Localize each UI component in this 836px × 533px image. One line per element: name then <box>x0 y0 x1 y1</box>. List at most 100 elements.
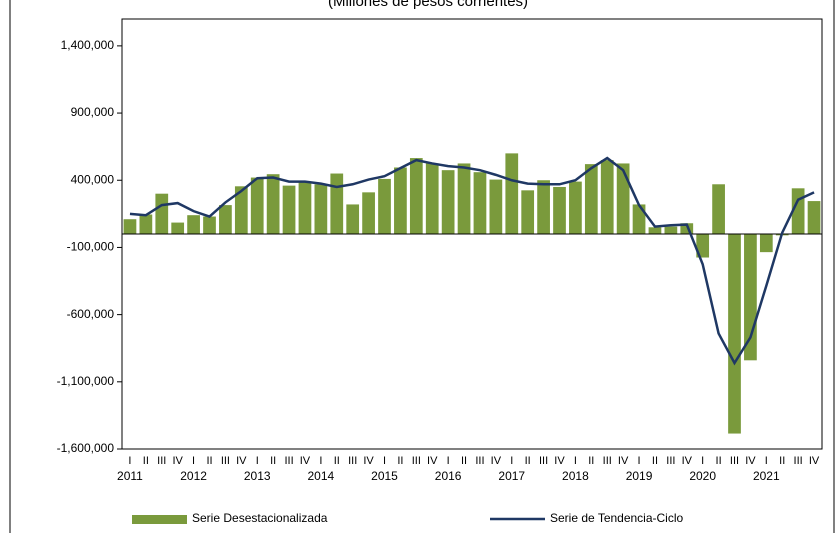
x-tick-label: I <box>256 455 259 467</box>
x-tick-label: I <box>701 455 704 467</box>
x-tick-label: II <box>588 455 594 467</box>
bar <box>219 205 232 234</box>
bar <box>330 173 344 234</box>
x-tick-label: IV <box>300 455 311 467</box>
bar <box>409 158 423 234</box>
bar <box>489 179 503 234</box>
bar <box>457 163 471 234</box>
bar <box>632 204 646 234</box>
x-tick-label: II <box>525 455 531 467</box>
bar <box>362 192 375 234</box>
bar <box>394 167 407 234</box>
x-tick-label: IV <box>363 455 374 467</box>
bar <box>553 186 566 234</box>
x-tick-label: III <box>794 455 803 467</box>
year-label: 2019 <box>626 469 653 483</box>
x-tick-label: IV <box>236 455 247 467</box>
bar <box>234 186 248 234</box>
bar <box>712 184 725 234</box>
x-tick-label: III <box>475 455 484 467</box>
bar <box>505 153 519 234</box>
year-label: 2017 <box>498 469 525 483</box>
y-tick-label: -1,100,000 <box>57 374 115 388</box>
bar <box>584 164 598 234</box>
x-tick-label: III <box>412 455 421 467</box>
x-tick-label: IV <box>809 455 820 467</box>
x-tick-label: II <box>143 455 149 467</box>
x-tick-label: II <box>779 455 785 467</box>
x-tick-label: III <box>730 455 739 467</box>
x-tick-label: II <box>652 455 658 467</box>
bar <box>298 182 312 234</box>
x-tick-label: II <box>334 455 340 467</box>
x-tick-label: I <box>319 455 322 467</box>
year-label: 2021 <box>753 469 780 483</box>
bar <box>266 174 280 234</box>
x-tick-label: IV <box>172 455 183 467</box>
bar <box>346 204 360 234</box>
bar <box>616 163 630 234</box>
bar <box>680 223 694 234</box>
y-tick-label: 900,000 <box>71 105 115 119</box>
x-tick-label: I <box>574 455 577 467</box>
bar <box>473 172 487 234</box>
bar <box>378 178 391 234</box>
y-tick-label: -1,600,000 <box>57 441 115 455</box>
year-label: 2014 <box>308 469 335 483</box>
bar <box>759 234 773 253</box>
x-tick-label: I <box>383 455 386 467</box>
x-tick-label: III <box>284 455 293 467</box>
x-tick-label: III <box>603 455 612 467</box>
x-tick-label: IV <box>491 455 502 467</box>
x-tick-label: IV <box>745 455 756 467</box>
year-label: 2013 <box>244 469 271 483</box>
x-tick-label: III <box>157 455 166 467</box>
bar <box>282 185 296 234</box>
year-label: 2018 <box>562 469 589 483</box>
x-tick-label: III <box>666 455 675 467</box>
legend-label: Serie Desestacionalizada <box>192 511 328 525</box>
bar <box>648 227 662 234</box>
x-tick-label: III <box>348 455 357 467</box>
bar <box>425 163 439 234</box>
x-tick-label: I <box>765 455 768 467</box>
bar <box>250 177 264 234</box>
bar <box>791 188 805 234</box>
x-tick-label: I <box>638 455 641 467</box>
x-tick-label: II <box>397 455 403 467</box>
year-label: 2016 <box>435 469 462 483</box>
bar <box>600 160 614 234</box>
x-tick-label: IV <box>618 455 629 467</box>
legend-swatch <box>132 515 187 524</box>
x-tick-label: II <box>270 455 276 467</box>
y-tick-label: 400,000 <box>71 172 115 186</box>
x-tick-label: II <box>206 455 212 467</box>
x-tick-label: IV <box>554 455 565 467</box>
year-label: 2015 <box>371 469 398 483</box>
year-label: 2012 <box>180 469 207 483</box>
legend-label: Serie de Tendencia-Ciclo <box>550 511 684 525</box>
chart-title: (Millones de pesos corrientes) <box>328 0 528 10</box>
bar <box>696 234 710 258</box>
x-tick-label: II <box>461 455 467 467</box>
y-tick-label: 1,400,000 <box>61 38 115 52</box>
x-tick-label: IV <box>682 455 693 467</box>
x-tick-label: I <box>128 455 131 467</box>
bar <box>314 184 328 234</box>
bar <box>521 190 535 234</box>
bar <box>171 222 185 234</box>
y-tick-label: -600,000 <box>67 307 115 321</box>
x-tick-label: III <box>221 455 230 467</box>
x-tick-label: III <box>539 455 548 467</box>
x-tick-label: I <box>447 455 450 467</box>
bar <box>155 193 169 234</box>
bar <box>441 170 455 234</box>
bar <box>139 214 153 234</box>
bar <box>537 180 550 234</box>
x-tick-label: I <box>192 455 195 467</box>
bar <box>728 234 741 434</box>
bar <box>203 216 216 234</box>
x-tick-label: IV <box>427 455 438 467</box>
x-tick-label: II <box>716 455 722 467</box>
